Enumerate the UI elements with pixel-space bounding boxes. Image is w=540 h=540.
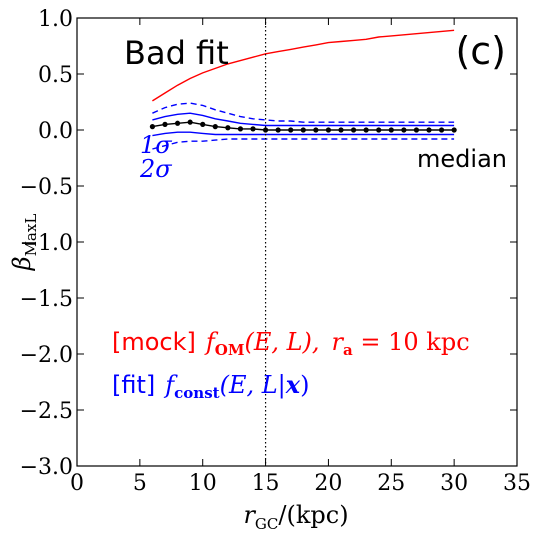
median-point [325,127,332,133]
y-tick-label: −0.5 [20,175,73,200]
median-point [275,127,281,133]
y-tick-label: −2.0 [20,343,73,368]
median-point [149,124,156,130]
median-point [288,127,294,133]
median-point [162,121,168,127]
x-tick-label: 20 [314,471,342,496]
median-point [451,127,457,133]
median-point [200,121,206,127]
y-axis-label: βMaxL [8,214,40,272]
y-tick-label: −1.5 [20,287,73,312]
median-point [376,127,382,133]
median-point [300,127,306,133]
median-point [237,126,244,132]
series-line-mock [152,29,455,102]
median-point [225,125,231,131]
x-tick-label: 15 [252,471,280,496]
series-line-2sigma_upper [152,102,455,123]
x-tick-label: 25 [377,471,405,496]
series-line-1sigma_upper [152,112,455,127]
median-point [212,124,218,130]
median-label: median [417,145,507,173]
one-sigma-label: 1σ [140,131,172,159]
median-point [363,127,369,133]
x-tick-label: 10 [189,471,217,496]
y-tick-label: 0.5 [38,63,73,88]
x-axis-label: rGC/(kpc) [243,501,348,533]
x-tick-label: 5 [133,471,147,496]
median-point [413,127,420,133]
y-tick-label: −3.0 [20,455,73,480]
median-point [313,127,319,133]
plot-area [77,18,517,466]
median-point [187,119,193,125]
median-point [174,120,181,126]
x-tick-label: 30 [440,471,468,496]
series-line-1sigma_lower [152,131,455,137]
mock-legend: [mock] fOM(E, L), ra = 10 kpc [112,328,470,359]
series-line-2sigma_lower [152,138,455,150]
two-sigma-label: 2σ [139,155,172,183]
x-tick-label: 0 [70,471,84,496]
median-point [350,127,357,133]
y-ticks: 1.0 0.5 0.0 −0.5 −1.0 −1.5 −2.0 −2.5 −3.0 [20,7,517,480]
series-layer [149,29,457,150]
fit-legend: [fit] fconst(E, L|x) [112,370,309,402]
median-point [250,126,256,132]
y-tick-label: −1.0 [20,231,73,256]
x-tick-label: 35 [503,471,531,496]
y-tick-label: 0.0 [38,119,73,144]
median-point [338,127,344,133]
title-bad-fit: Bad fit [124,34,229,72]
median-point [388,127,394,133]
x-ticks: 0 5 10 15 20 25 30 35 [70,18,531,496]
median-point [401,127,407,133]
y-tick-label: 1.0 [38,7,73,32]
median-point [438,127,445,133]
y-tick-label: −2.5 [20,399,73,424]
panel-label: (c) [455,29,506,73]
median-point [426,127,432,133]
